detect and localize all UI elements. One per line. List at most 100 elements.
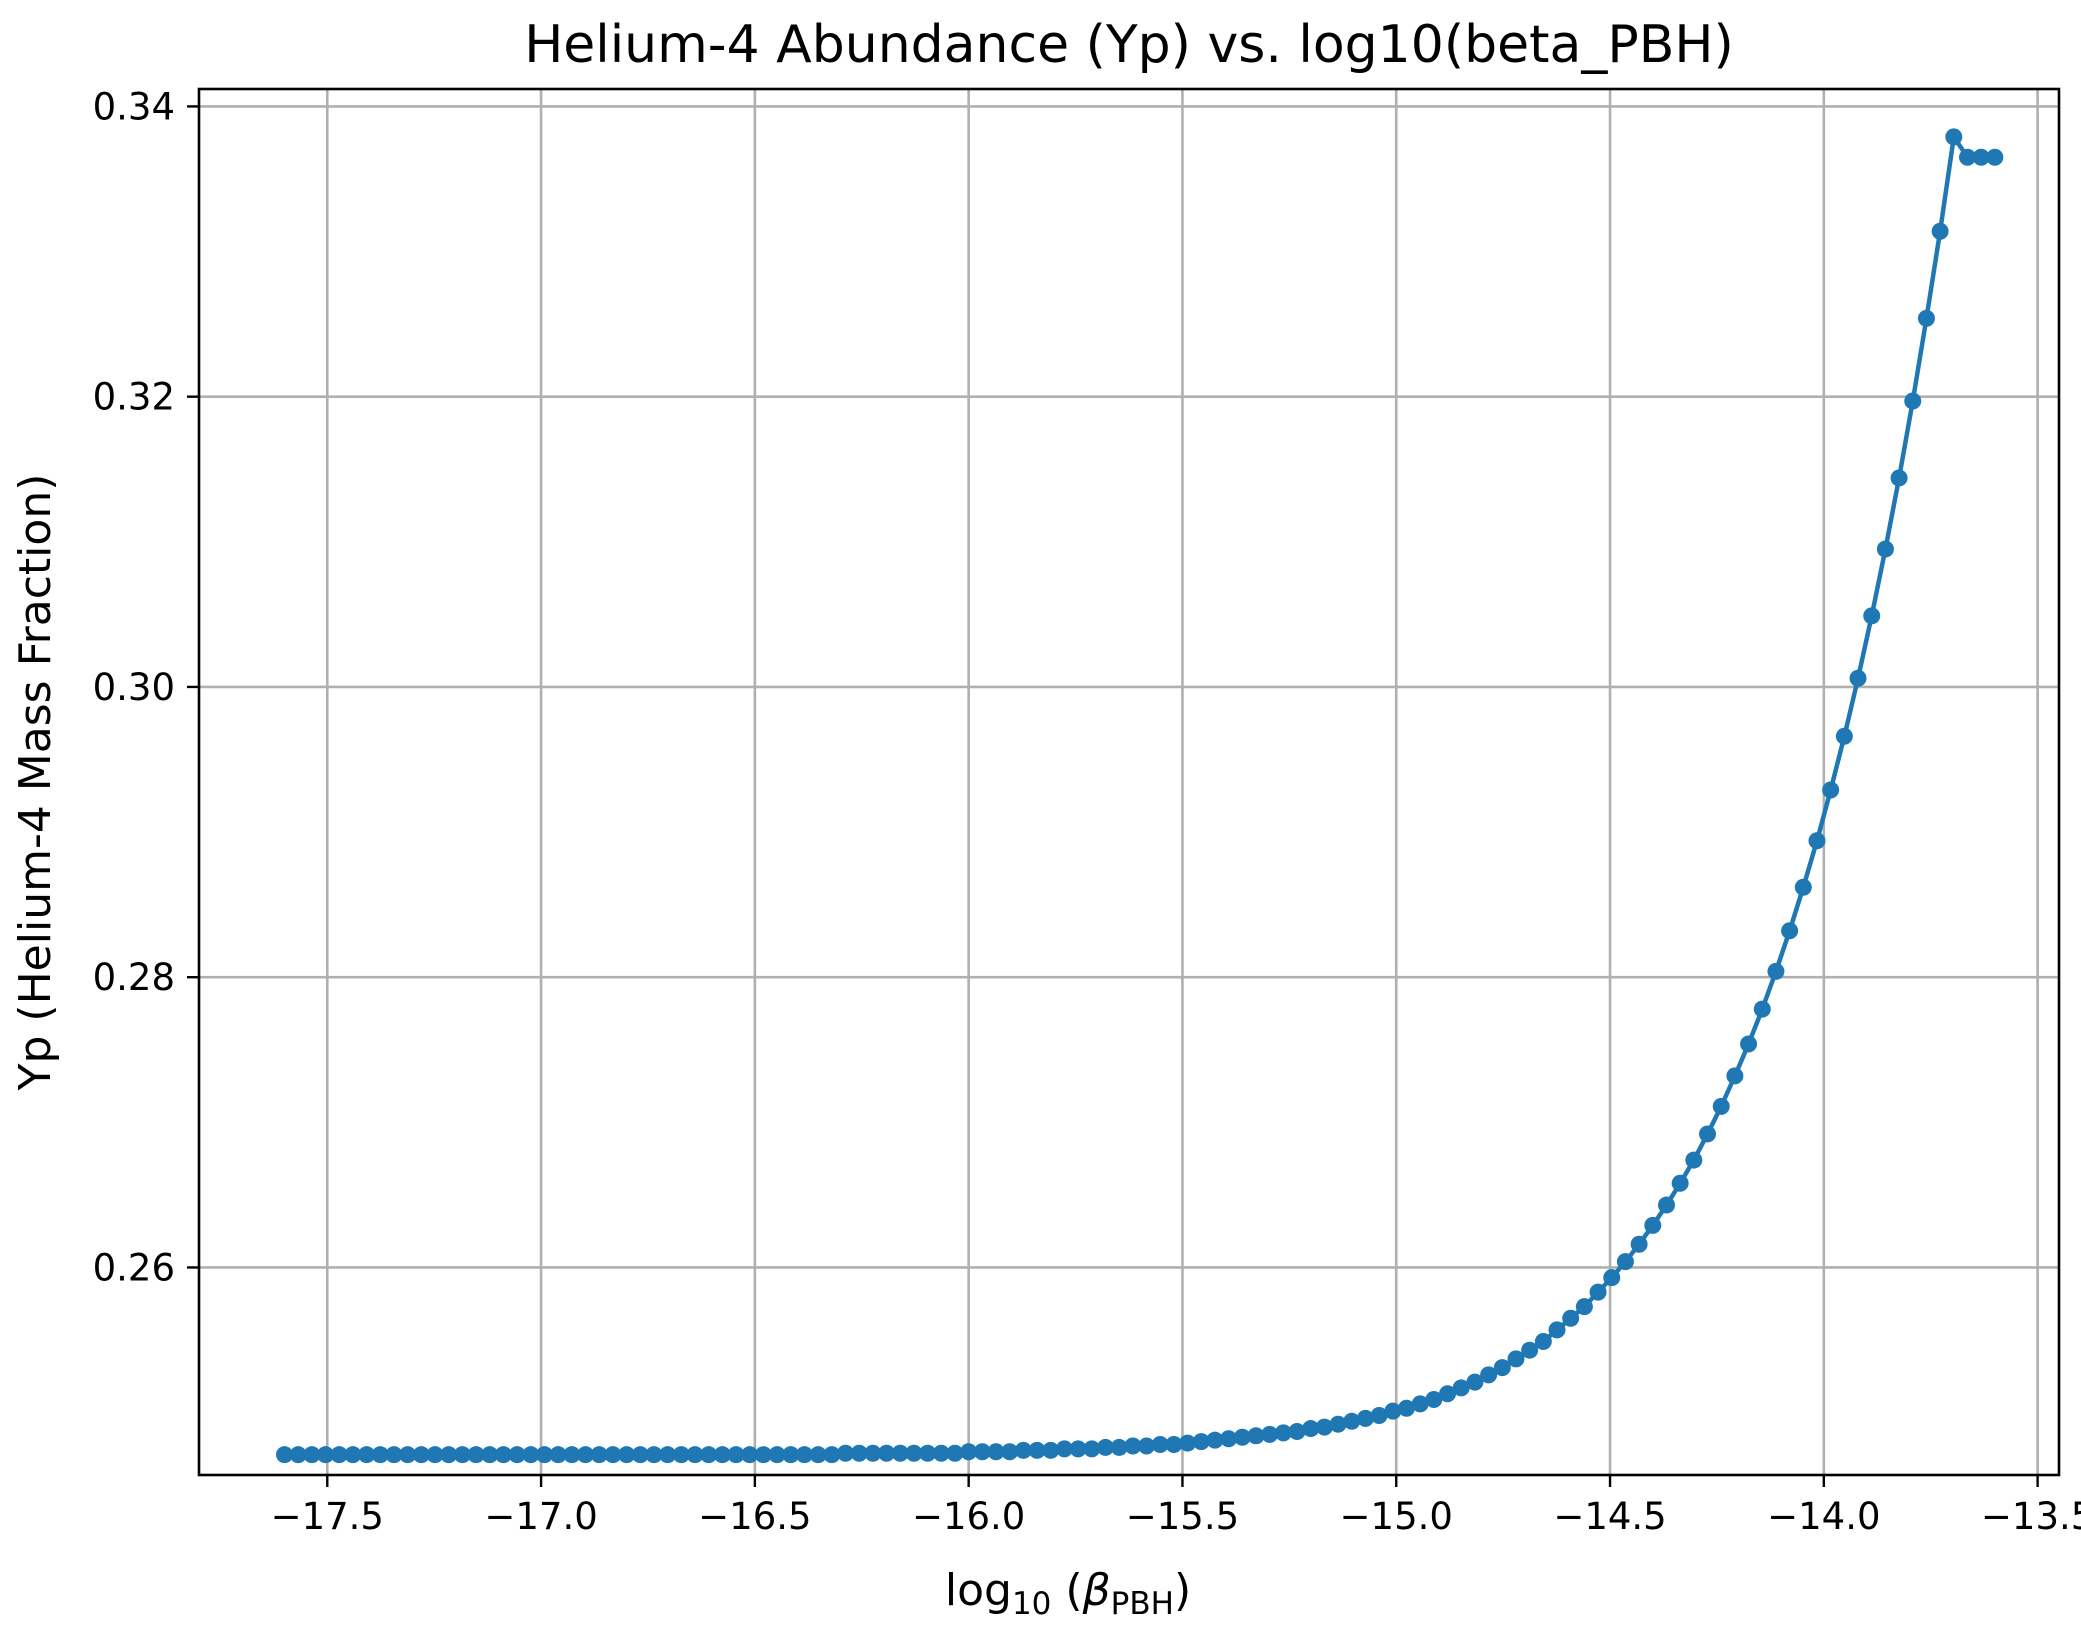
x-axis-label-open: ( [1051, 1565, 1082, 1616]
data-point [1069, 1440, 1087, 1458]
data-point [1876, 540, 1894, 558]
data-point [1439, 1385, 1457, 1403]
data-point [1548, 1321, 1566, 1339]
data-point [837, 1444, 855, 1462]
data-point [1794, 878, 1812, 896]
data-point [1138, 1437, 1156, 1455]
data-point [932, 1444, 950, 1462]
data-point [973, 1443, 991, 1461]
data-point [1288, 1422, 1306, 1440]
x-tick-label: −14.0 [1767, 1495, 1880, 1538]
data-point [1657, 1196, 1675, 1214]
data-point [1699, 1125, 1717, 1143]
data-point [1384, 1402, 1402, 1420]
y-tick-label: 0.32 [93, 376, 175, 419]
data-point [864, 1444, 882, 1462]
series-0 [276, 128, 2004, 1464]
y-tick-label: 0.28 [93, 956, 175, 999]
data-point [1083, 1440, 1101, 1458]
data-point [467, 1446, 485, 1464]
data-point [399, 1446, 417, 1464]
data-point [1411, 1395, 1429, 1413]
x-tick-label: −17.5 [271, 1495, 384, 1538]
data-point [344, 1446, 362, 1464]
data-point [289, 1446, 307, 1464]
y-tick-label: 0.34 [93, 85, 175, 128]
data-point [604, 1446, 622, 1464]
data-point [1931, 222, 1949, 240]
chart-title: Helium-4 Abundance (Yp) vs. log10(beta_P… [524, 15, 1734, 75]
data-point [330, 1446, 348, 1464]
data-point [809, 1446, 827, 1464]
data-point [1165, 1436, 1183, 1454]
data-point [795, 1446, 813, 1464]
data-point [1534, 1332, 1552, 1350]
x-axis-label-symbol-subscript: PBH [1111, 1586, 1174, 1622]
data-point [1220, 1430, 1238, 1448]
data-point [1616, 1253, 1634, 1271]
x-axis-label-base: log [945, 1565, 1012, 1616]
data-point [1685, 1151, 1703, 1169]
data-point [1233, 1428, 1251, 1446]
data-point [700, 1446, 718, 1464]
data-point [960, 1443, 978, 1461]
data-point [1315, 1418, 1333, 1436]
data-point [1493, 1359, 1511, 1377]
x-tick-label: −15.5 [1126, 1495, 1239, 1538]
axis-ticks: −17.5 −17.0 −16.5 −16.0 −15.5 −15.0 −14.5 −14.0… [93, 85, 2081, 1538]
data-point [1507, 1350, 1525, 1368]
data-point [1356, 1409, 1374, 1427]
data-point [645, 1446, 663, 1464]
data-point [1781, 922, 1799, 940]
data-point [1671, 1174, 1689, 1192]
data-point [1014, 1441, 1032, 1459]
x-axis-label: log10 (βPBH) [945, 1565, 1191, 1622]
data-point [1179, 1434, 1197, 1452]
data-point [1630, 1235, 1648, 1253]
x-axis-label-base-subscript: 10 [1012, 1586, 1051, 1622]
x-tick-label: −13.5 [1981, 1495, 2081, 1538]
y-axis-label: Yp (Helium-4 Mass Fraction) [10, 474, 61, 1092]
data-point [1972, 148, 1990, 166]
data-point [481, 1446, 499, 1464]
data-point [1575, 1298, 1593, 1316]
data-point [1302, 1420, 1320, 1438]
data-point [453, 1446, 471, 1464]
data-point [1822, 781, 1840, 799]
data-point [1042, 1441, 1060, 1459]
plot-area-frame [197, 87, 2061, 1477]
data-point [1124, 1437, 1142, 1455]
data-point [412, 1446, 430, 1464]
data-point [1753, 1000, 1771, 1018]
data-point [371, 1446, 389, 1464]
data-point [713, 1446, 731, 1464]
x-tick-label: −16.0 [912, 1495, 1025, 1538]
data-point [905, 1444, 923, 1462]
data-point [659, 1446, 677, 1464]
data-point [1370, 1407, 1388, 1424]
data-point [919, 1444, 937, 1462]
data-point [1521, 1341, 1539, 1359]
x-axis-label-close: ) [1174, 1565, 1191, 1616]
data-point [946, 1444, 964, 1462]
data-point [1917, 309, 1935, 327]
data-point [1001, 1443, 1019, 1461]
data-point [1206, 1431, 1224, 1449]
data-point [1480, 1366, 1498, 1384]
data-point [1835, 727, 1853, 745]
data-point [618, 1446, 636, 1464]
data-point [754, 1446, 772, 1464]
data-point [276, 1446, 294, 1464]
data-point [426, 1446, 444, 1464]
data-point [631, 1446, 649, 1464]
data-point [727, 1446, 745, 1464]
data-point [549, 1446, 567, 1464]
data-point [987, 1443, 1005, 1461]
data-point [508, 1446, 526, 1464]
data-point [1726, 1067, 1744, 1085]
data-point [563, 1446, 581, 1464]
data-point [1945, 128, 1963, 146]
data-point [741, 1446, 759, 1464]
data-point [1863, 607, 1881, 625]
